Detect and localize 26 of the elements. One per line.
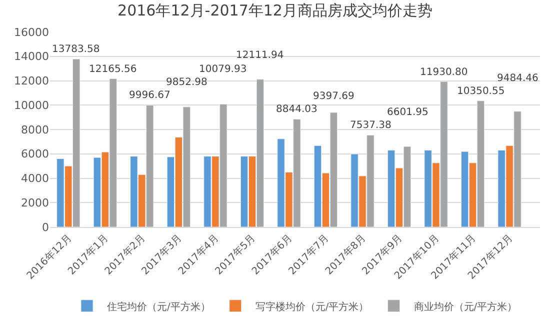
- data-label: 9484.46: [497, 73, 538, 84]
- data-label: 11930.80: [420, 67, 468, 78]
- y-tick-label: 16000: [14, 26, 49, 39]
- y-tick-label: 10000: [14, 98, 49, 112]
- y-tick-label: 0: [42, 220, 49, 234]
- legend-label: 写字楼均价（元/平方米）: [255, 300, 369, 313]
- data-label: 10079.93: [199, 64, 247, 75]
- legend-label: 住宅均价（元/平方米）: [107, 300, 210, 313]
- data-label: 8844.03: [276, 104, 318, 115]
- data-label: 6601.95: [387, 107, 428, 118]
- y-tick-label: 2000: [21, 196, 49, 210]
- data-label: 12111.94: [236, 50, 284, 61]
- data-label: 9996.67: [129, 90, 170, 101]
- y-tick-label: 14000: [14, 50, 49, 64]
- data-label: 9397.69: [313, 91, 354, 102]
- y-tick-label: 12000: [14, 74, 49, 88]
- data-label: 12165.56: [89, 64, 137, 75]
- data-label: 10350.55: [457, 86, 505, 97]
- y-tick-label: 8000: [21, 123, 49, 136]
- data-label: 13783.58: [52, 44, 100, 55]
- y-tick-label: 6000: [21, 148, 49, 161]
- y-tick-label: 4000: [21, 172, 49, 186]
- data-label: 7537.38: [350, 120, 392, 131]
- legend-label: 商业均价（元/平方米）: [414, 300, 518, 313]
- chart-title: 2016年12月-2017年12月商品房成交均价走势: [118, 1, 432, 20]
- data-label: 9852.98: [166, 77, 208, 88]
